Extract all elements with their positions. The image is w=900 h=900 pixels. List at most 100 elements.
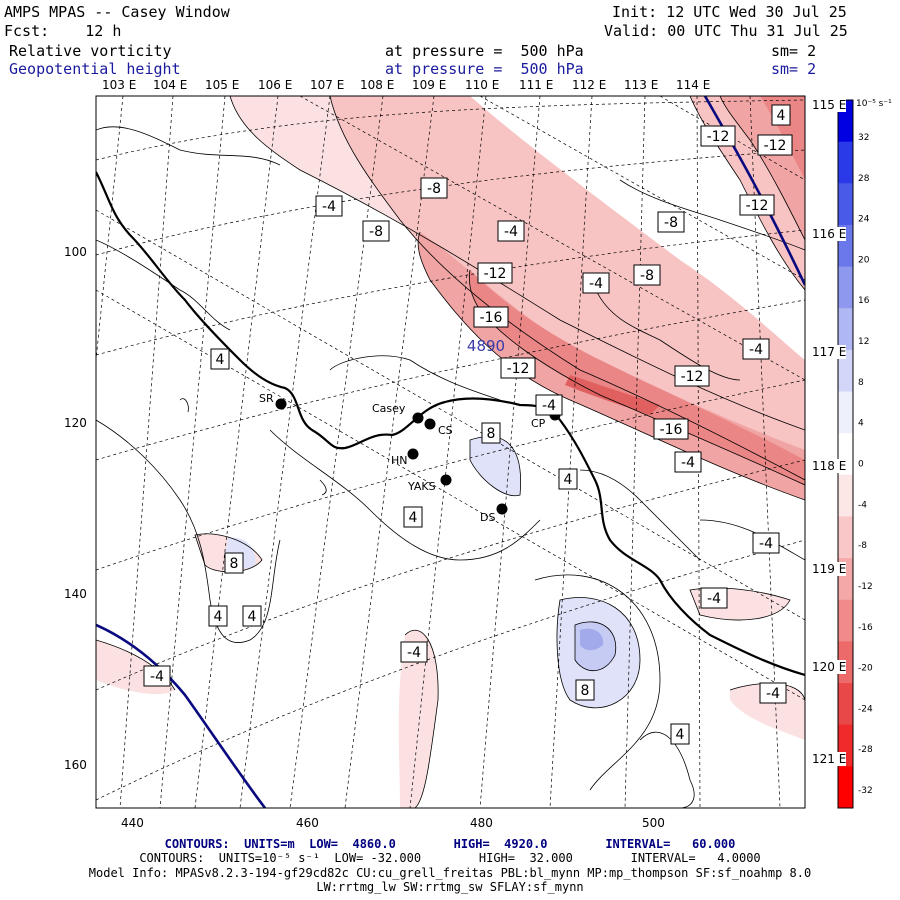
right-lon-label: 117 E (812, 345, 847, 359)
contour-label-box (757, 134, 793, 156)
geopotential-label-text: 4890 (467, 337, 505, 355)
contour-label-text: 4 (564, 472, 573, 488)
station-marker (440, 474, 452, 486)
top-lon-label: 106 E (258, 78, 293, 92)
contour-label-text: -8 (369, 224, 383, 240)
contour-label-text: 4 (409, 510, 418, 526)
colorbar-swatch (838, 766, 853, 809)
contour-label-box (742, 338, 770, 360)
y-tick-label: 160 (64, 758, 87, 772)
contour-label-box (403, 506, 423, 528)
contour-label-box (582, 272, 610, 294)
contour-label-box (497, 220, 525, 242)
colorbar-label: -32 (858, 786, 873, 796)
top-lon-label: 111 E (519, 78, 554, 92)
valid-time: Valid: 00 UTC Thu 31 Jul 25 (604, 22, 848, 40)
colorbar-swatch (838, 349, 853, 393)
y-tick-label: 140 (64, 587, 87, 601)
contour-label-box (420, 177, 448, 199)
contour-label: -4 (400, 641, 428, 663)
contour-label: -8 (633, 264, 661, 286)
station-marker (275, 398, 287, 410)
contour-label: -12 (477, 262, 513, 284)
contour-label-box (400, 641, 428, 663)
contour-label: 4 (208, 605, 228, 627)
footer-model-info: Model Info: MPASv8.2.3-194-gf29cd82c CU:… (88, 866, 812, 880)
station-label: Casey (372, 402, 406, 415)
colorbar-label: -20 (858, 664, 873, 674)
contour-label-text: -4 (681, 455, 695, 471)
contour-label-text: -4 (759, 536, 773, 552)
contour-label: -16 (653, 418, 689, 440)
contour-label-text: -4 (504, 224, 518, 240)
top-lon-label: 113 E (624, 78, 659, 92)
station-label: CP (531, 417, 546, 430)
contour-label: -4 (535, 394, 563, 416)
station-label: YAKS (407, 480, 436, 493)
contour-label-box (208, 605, 228, 627)
station-marker (424, 418, 436, 430)
top-lon-label: 103 E (102, 78, 137, 92)
colorbar: 10⁻⁵ s⁻¹ 32 28 24 20 16 12 8 4 0 -4 -8 -12 -16 -20 -24 -… (837, 99, 892, 809)
contour-label-text: 8 (487, 426, 496, 442)
contour-label-text: -12 (507, 361, 530, 377)
contour-label-box (477, 262, 513, 284)
footer-contours-vorticity: CONTOURS: UNITS=10⁻⁵ s⁻¹ LOW= -32.000 HI… (139, 851, 761, 865)
contour-label: 4 (210, 348, 230, 370)
contour-label-box (473, 306, 509, 328)
colorbar-label: 16 (858, 296, 870, 306)
top-lon-label: 112 E (572, 78, 607, 92)
contour-label: -4 (315, 195, 343, 217)
contour-label-box (210, 348, 230, 370)
field2-name: Geopotential height (9, 60, 181, 78)
contour-label: -4 (752, 532, 780, 554)
contour-label-text: -8 (640, 268, 654, 284)
contour-label-text: 4 (214, 609, 223, 625)
contour-label-text: 8 (230, 556, 239, 572)
colorbar-swatch (838, 599, 853, 642)
x-tick-label: 440 (121, 816, 144, 830)
top-lon-label: 105 E (205, 78, 240, 92)
contour-label-text: -12 (764, 138, 787, 154)
contour-label-box (739, 194, 775, 216)
colorbar-swatch (838, 516, 853, 559)
footer-contours-geopotential: CONTOURS: UNITS=m LOW= 4860.0 HIGH= 4920… (164, 837, 736, 851)
footer-model-info-2: LW:rrtmg_lw SW:rrtmg_sw SFLAY:sf_mynn (316, 880, 584, 894)
colorbar-swatch (838, 308, 853, 351)
colorbar-label: -8 (858, 541, 867, 551)
x-tick-label: 480 (470, 816, 493, 830)
colorbar-label: -16 (858, 623, 873, 633)
contour-label-text: -4 (749, 342, 763, 358)
contour-label-box (674, 451, 702, 473)
contour-label: -4 (674, 451, 702, 473)
contour-label: -4 (143, 665, 171, 687)
contour-label-text: -12 (746, 198, 769, 214)
right-lon-label: 119 E (812, 562, 847, 576)
colorbar-label: 4 (858, 419, 864, 429)
colorbar-swatch (838, 141, 853, 184)
colorbar-swatch (838, 183, 853, 226)
colorbar-swatch (838, 474, 853, 517)
contour-label: -8 (362, 220, 390, 242)
top-lon-label: 110 E (465, 78, 500, 92)
contour-label-box (674, 365, 710, 387)
contour-label: 4 (771, 104, 791, 126)
contour-label: -4 (742, 338, 770, 360)
contour-label: 8 (224, 552, 244, 574)
station-marker (496, 503, 508, 515)
contour-label: -4 (497, 220, 525, 242)
top-lon-label: 104 E (153, 78, 188, 92)
contour-label-box (224, 552, 244, 574)
contour-label-box (500, 357, 536, 379)
colorbar-label: -28 (858, 745, 873, 755)
contour-label-text: 4 (676, 727, 685, 743)
colorbar-label: 12 (858, 337, 869, 347)
colorbar-label: -12 (858, 582, 873, 592)
contour-label-text: -4 (542, 398, 556, 414)
contour-label-box (535, 394, 563, 416)
station-label: HN (391, 454, 408, 467)
contour-label: 8 (575, 679, 595, 701)
contour-label-text: -12 (707, 129, 730, 145)
